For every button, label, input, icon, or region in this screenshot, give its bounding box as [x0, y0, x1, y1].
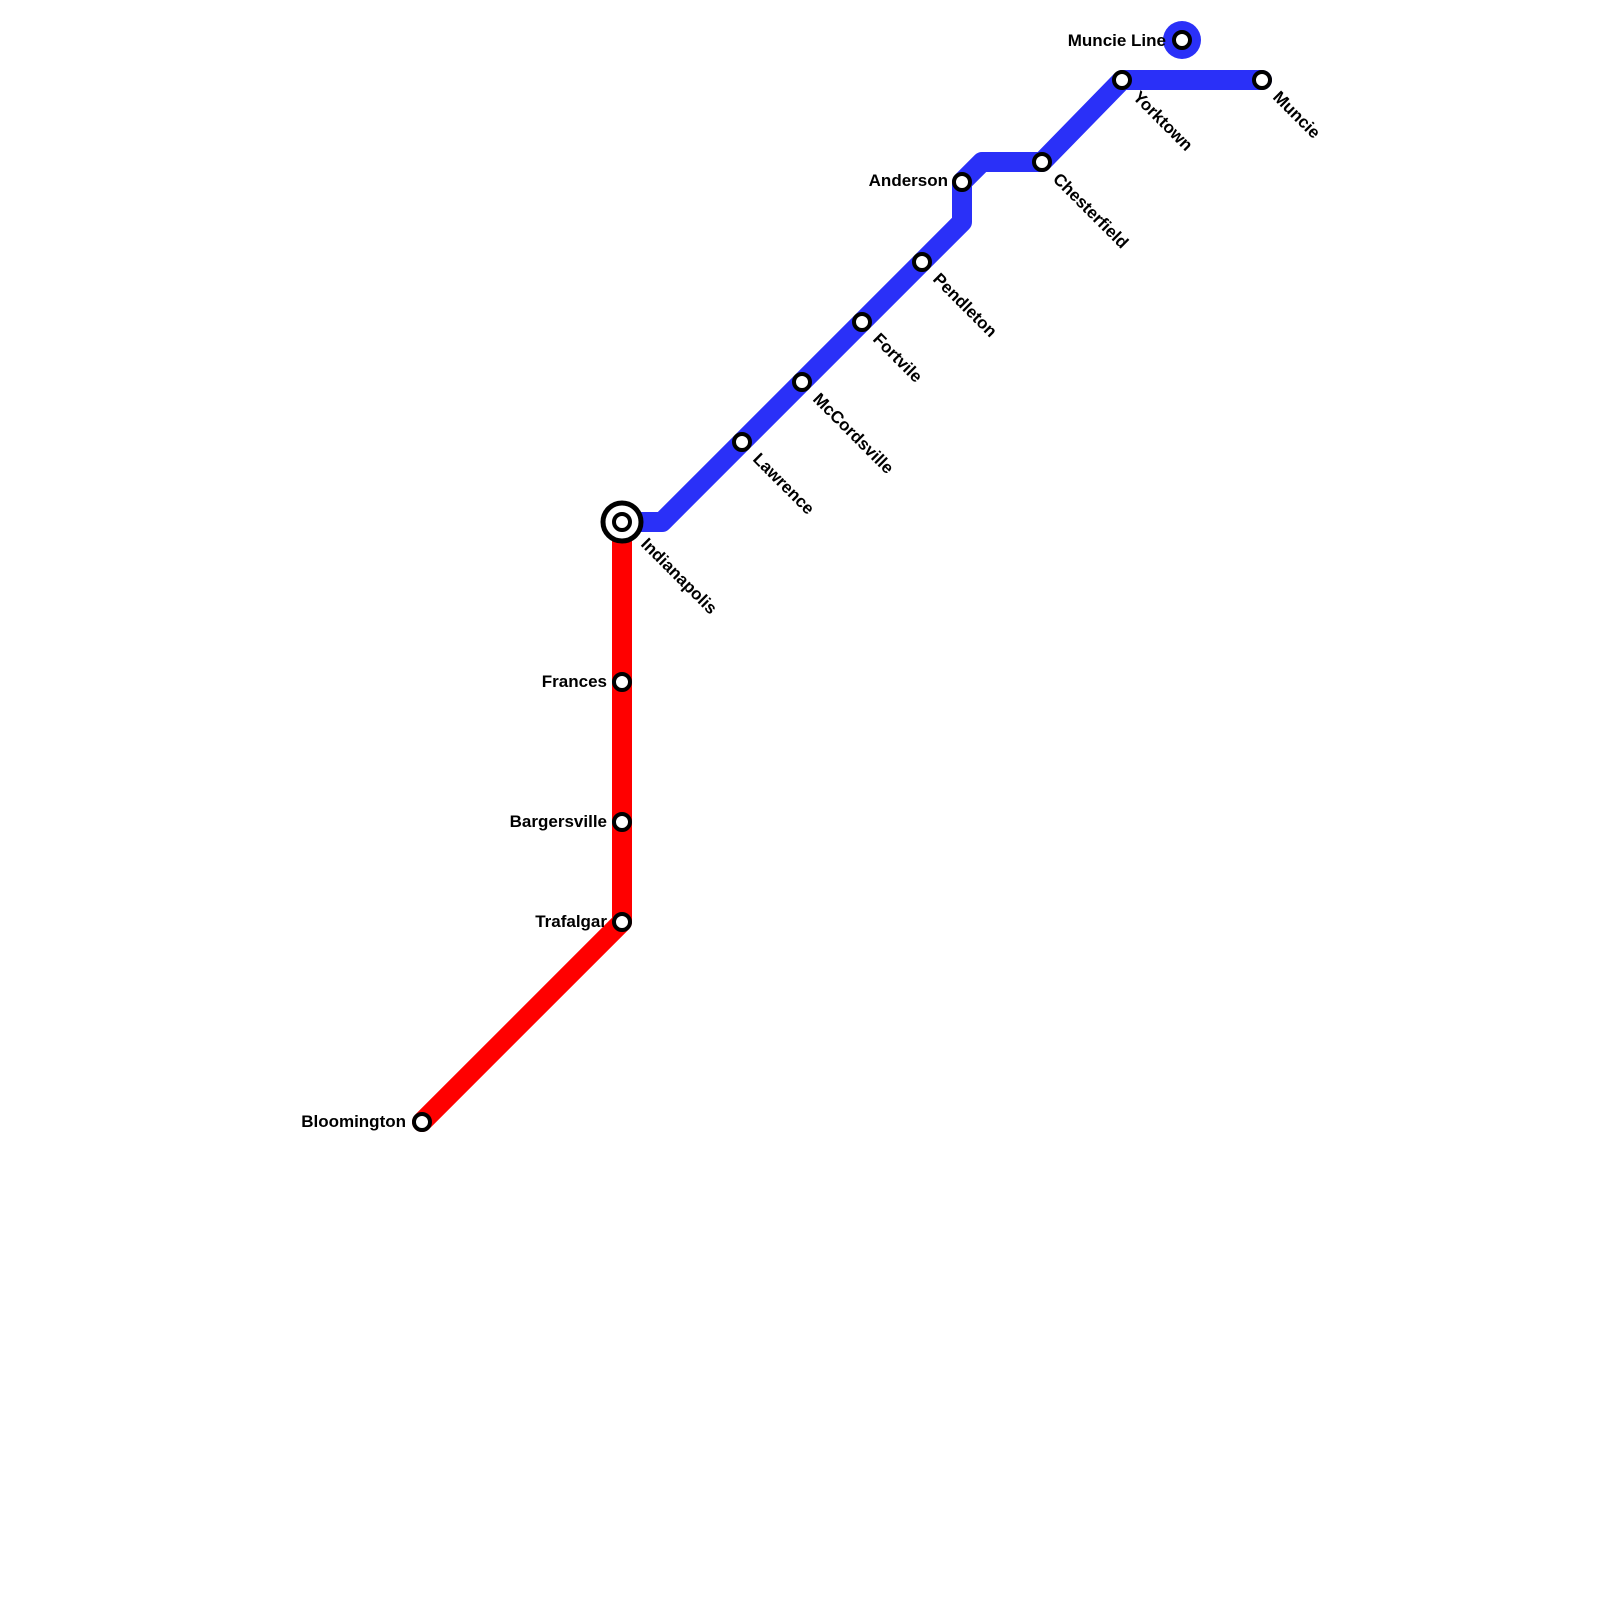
station-mccordsville[interactable]: McCordsville [792, 372, 897, 478]
station-label-trafalgar: Trafalgar [535, 912, 607, 931]
station-frances[interactable]: Frances [542, 672, 632, 692]
station-fortvile[interactable]: Fortvile [852, 312, 926, 386]
legend-station-icon [1172, 30, 1192, 50]
station-label-muncie: Muncie [1269, 87, 1324, 142]
station-icon [852, 312, 872, 332]
station-trafalgar[interactable]: Trafalgar [535, 912, 632, 932]
station-label-mccordsville: McCordsville [809, 389, 897, 477]
station-icon [1252, 70, 1272, 90]
station-label-frances: Frances [542, 672, 607, 691]
station-lawrence[interactable]: Lawrence [732, 432, 818, 518]
legend-label: Muncie Line [1068, 31, 1166, 50]
station-icon [412, 1112, 432, 1132]
station-icon [612, 912, 632, 932]
legend-muncie-line: Muncie Line [1068, 21, 1201, 59]
station-label-pendleton: Pendleton [929, 269, 1001, 341]
station-muncie[interactable]: Muncie [1252, 70, 1324, 142]
station-label-lawrence: Lawrence [749, 449, 818, 518]
station-icon [952, 172, 972, 192]
station-anderson[interactable]: Anderson [869, 171, 972, 192]
station-pendleton[interactable]: Pendleton [912, 252, 1001, 341]
station-label-indianapolis: Indianapolis [637, 534, 721, 618]
station-icon [1032, 152, 1052, 172]
station-icon [612, 812, 632, 832]
station-label-bloomington: Bloomington [301, 1112, 406, 1131]
station-bargersville[interactable]: Bargersville [510, 812, 632, 832]
station-icon [732, 432, 752, 452]
station-icon [912, 252, 932, 272]
station-label-yorktown: Yorktown [1129, 87, 1196, 154]
interchange-inner-ring [612, 512, 632, 532]
station-bloomington[interactable]: Bloomington [301, 1112, 432, 1132]
station-label-anderson: Anderson [869, 171, 948, 190]
station-chesterfield[interactable]: Chesterfield [1032, 152, 1132, 252]
station-label-bargersville: Bargersville [510, 812, 607, 831]
station-label-fortvile: Fortvile [869, 329, 926, 386]
station-icon [792, 372, 812, 392]
blue-line [612, 70, 1272, 532]
station-icon [612, 672, 632, 692]
station-label-chesterfield: Chesterfield [1049, 169, 1132, 252]
station-icon [1112, 70, 1132, 90]
